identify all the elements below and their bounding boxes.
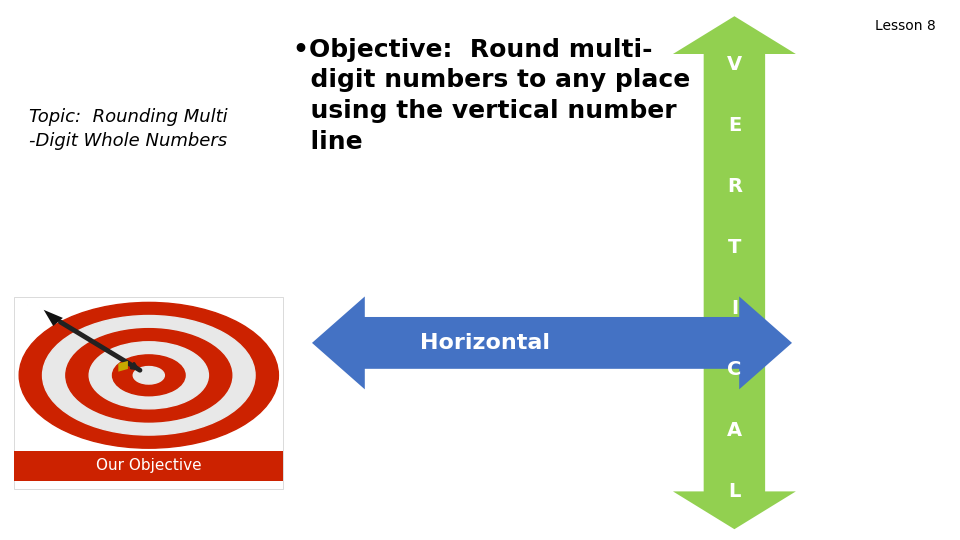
Text: Our Objective: Our Objective [96,458,202,473]
Circle shape [66,329,231,422]
Polygon shape [673,16,796,529]
FancyBboxPatch shape [14,451,283,481]
Circle shape [42,315,255,435]
Circle shape [112,355,185,396]
Text: Lesson 8: Lesson 8 [876,19,936,33]
Polygon shape [44,310,63,326]
FancyBboxPatch shape [14,297,283,489]
Text: R: R [727,177,742,196]
Text: C: C [728,360,741,379]
Polygon shape [312,296,792,389]
Text: E: E [728,116,741,135]
Text: •Objective:  Round multi-
  digit numbers to any place
  using the vertical numb: •Objective: Round multi- digit numbers t… [293,38,690,154]
Text: Topic:  Rounding Multi
-Digit Whole Numbers: Topic: Rounding Multi -Digit Whole Numbe… [29,108,228,150]
Circle shape [19,302,278,448]
Text: T: T [728,238,741,257]
Text: A: A [727,421,742,440]
Text: Horizontal: Horizontal [420,333,550,353]
Text: I: I [731,299,738,318]
Polygon shape [118,361,128,372]
Text: V: V [727,55,742,75]
Circle shape [133,367,164,384]
Text: L: L [729,482,740,501]
Circle shape [89,342,208,409]
